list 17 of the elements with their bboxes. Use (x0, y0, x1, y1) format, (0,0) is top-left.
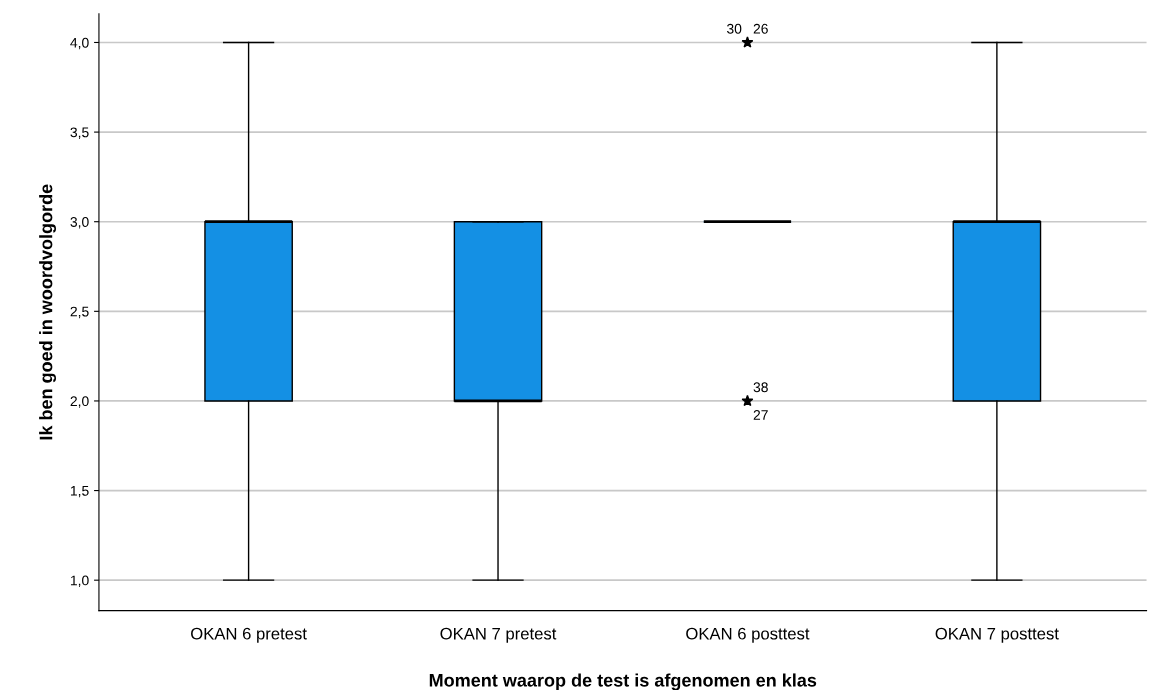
y-axis-title: Ik ben goed in woordvolgorde (39, 184, 57, 440)
x-tick-label: OKAN 6 posttest (686, 627, 810, 643)
annotation: 26 (753, 23, 768, 34)
y-tick-label: 4,0 (70, 37, 89, 50)
y-tick-label: 1,5 (70, 486, 89, 498)
annotation: 30 (726, 23, 742, 34)
y-tick-label: 3,5 (70, 127, 89, 139)
x-tick-label: OKAN 7 posttest (935, 627, 1059, 643)
x-tick-label: OKAN 6 pretest (191, 627, 307, 643)
annotation: 27 (753, 410, 768, 420)
y-tick-label: 2,0 (70, 396, 89, 408)
y-tick-label: 3,0 (70, 217, 89, 229)
annotation: 38 (753, 382, 768, 393)
x-tick-label: OKAN 7 pretest (440, 627, 557, 643)
y-tick-label: 2,5 (70, 306, 89, 319)
y-tick-label: 1,0 (70, 575, 89, 587)
x-axis-title: Moment waarop de test is afgenomen en klas (429, 673, 817, 690)
